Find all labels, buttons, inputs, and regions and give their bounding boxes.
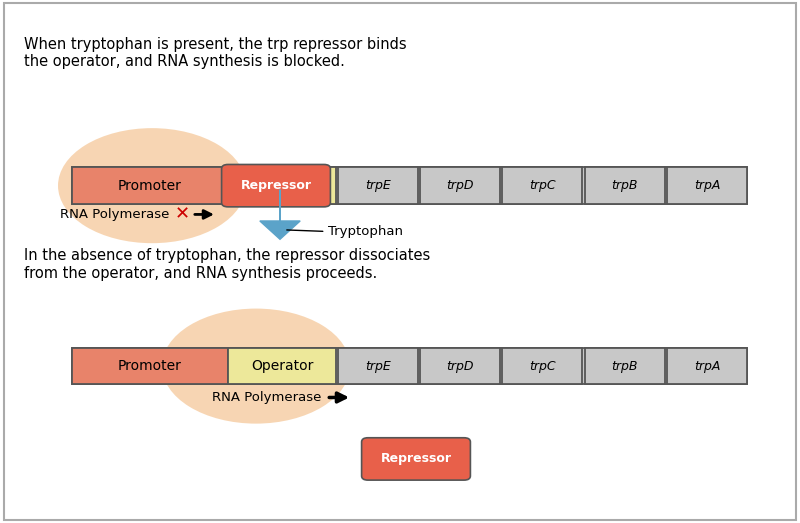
- FancyArrow shape: [260, 189, 300, 240]
- FancyBboxPatch shape: [362, 438, 470, 480]
- Text: trpA: trpA: [694, 179, 720, 192]
- Text: Tryptophan: Tryptophan: [328, 225, 403, 238]
- Text: trpA: trpA: [694, 360, 720, 372]
- Text: RNA Polymerase: RNA Polymerase: [60, 208, 170, 221]
- Text: Promoter: Promoter: [118, 179, 182, 192]
- Text: Repressor: Repressor: [381, 452, 451, 465]
- FancyBboxPatch shape: [228, 167, 336, 204]
- Text: Promoter: Promoter: [118, 359, 182, 373]
- FancyBboxPatch shape: [585, 167, 665, 204]
- FancyBboxPatch shape: [72, 167, 228, 204]
- Text: Operator: Operator: [251, 179, 313, 192]
- Text: ✕: ✕: [175, 206, 190, 223]
- Text: trpC: trpC: [529, 179, 556, 192]
- Text: When tryptophan is present, the trp repressor binds
the operator, and RNA synthe: When tryptophan is present, the trp repr…: [24, 37, 406, 69]
- Text: trpB: trpB: [611, 179, 638, 192]
- Text: trpC: trpC: [529, 360, 556, 372]
- FancyBboxPatch shape: [502, 167, 582, 204]
- Ellipse shape: [162, 309, 350, 424]
- Text: trpE: trpE: [365, 179, 390, 192]
- FancyBboxPatch shape: [228, 348, 336, 384]
- Text: Operator: Operator: [251, 359, 313, 373]
- FancyBboxPatch shape: [222, 164, 330, 207]
- Text: trpE: trpE: [365, 360, 390, 372]
- FancyBboxPatch shape: [72, 348, 228, 384]
- Text: trpD: trpD: [446, 179, 474, 192]
- FancyBboxPatch shape: [585, 348, 665, 384]
- FancyBboxPatch shape: [72, 167, 747, 204]
- Text: trpB: trpB: [611, 360, 638, 372]
- FancyBboxPatch shape: [667, 167, 747, 204]
- FancyBboxPatch shape: [667, 348, 747, 384]
- FancyBboxPatch shape: [338, 348, 418, 384]
- Text: Repressor: Repressor: [241, 179, 311, 192]
- Text: trpD: trpD: [446, 360, 474, 372]
- FancyBboxPatch shape: [420, 167, 500, 204]
- FancyBboxPatch shape: [338, 167, 418, 204]
- FancyBboxPatch shape: [420, 348, 500, 384]
- FancyBboxPatch shape: [72, 348, 747, 384]
- Text: RNA Polymerase: RNA Polymerase: [212, 391, 322, 404]
- Ellipse shape: [58, 128, 246, 243]
- FancyBboxPatch shape: [502, 348, 582, 384]
- Text: In the absence of tryptophan, the repressor dissociates
from the operator, and R: In the absence of tryptophan, the repres…: [24, 248, 430, 281]
